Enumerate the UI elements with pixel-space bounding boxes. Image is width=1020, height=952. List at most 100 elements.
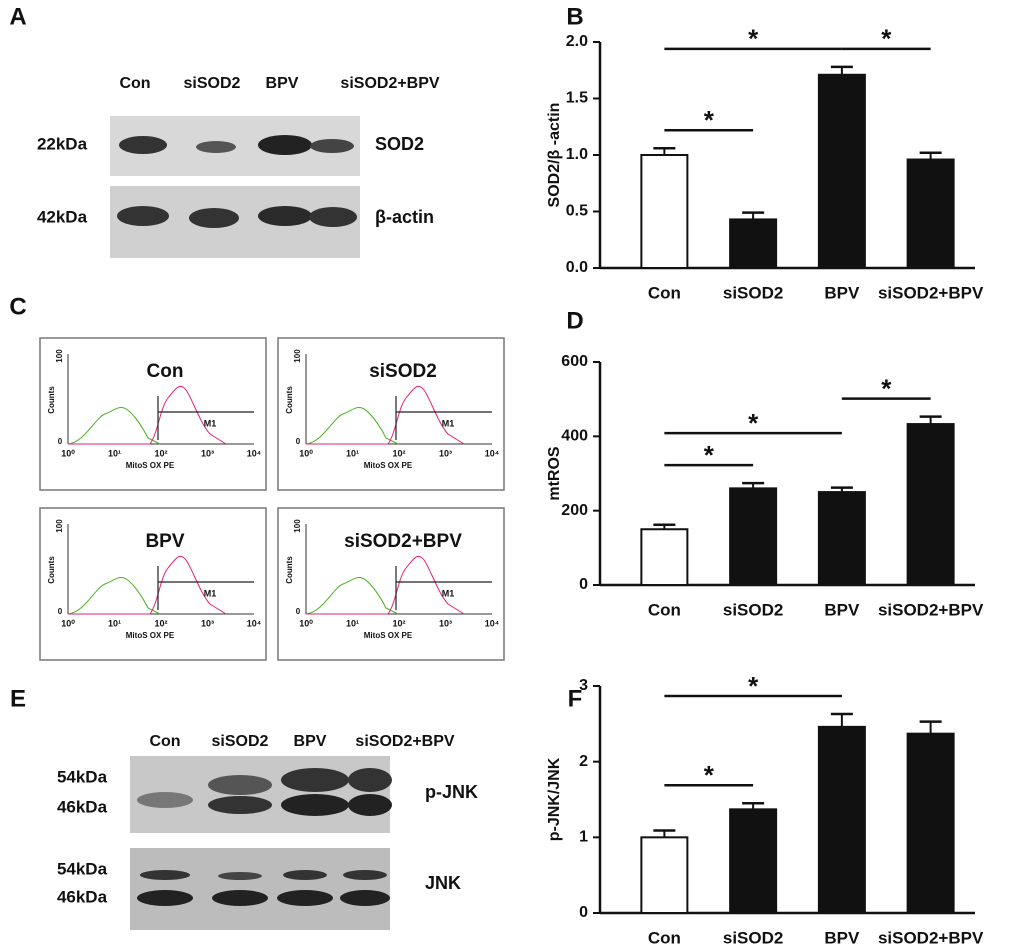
lane-label: BPV [266,75,299,92]
lane-label: siSOD2 [184,75,241,92]
x-tick-label: 10³ [439,448,452,458]
y-axis-label: Counts [285,386,294,414]
panel-title: Con [147,361,184,382]
x-tick-label: 10⁴ [247,618,261,628]
y-axis-label: Counts [47,386,56,414]
x-tick-label: 10⁰ [299,448,313,458]
x-tick-label: siSOD2 [723,283,783,302]
x-tick-label: 10² [154,448,167,458]
gate [157,566,254,610]
lane-label: Con [119,75,150,92]
marker-label: 46kDa [57,797,108,816]
marker-label: 42kDa [37,207,88,226]
bar [640,528,689,586]
significance-label: * [704,105,715,135]
protein-label: SOD2 [375,134,424,154]
bar [640,836,689,914]
x-tick-label: 10¹ [346,448,359,458]
y-bottom-label: 0 [58,607,63,616]
y-tick-label: 600 [561,353,588,370]
histogram-control [67,407,161,445]
flow-panel: M1 100 0 Counts 10⁰ 10¹ 10² 10³ 10⁴ MitoS OX PE BP… [39,507,267,661]
marker-label: 54kDa [57,767,108,786]
panel-title: siSOD2+BPV [344,531,462,552]
x-tick-label: 10² [154,618,167,628]
y-tick-label: 2.0 [566,33,588,50]
y-axis-label: mtROS [546,446,563,501]
protein-label: p-JNK [425,782,478,802]
panel-letter: B [566,3,583,30]
bar [729,808,778,914]
panel-letter: A [9,3,26,30]
y-bottom-label: 0 [296,437,301,446]
lane-label: BPV [294,733,327,750]
x-tick-label: siSOD2+BPV [878,928,984,947]
x-tick-label: 10² [392,448,405,458]
panel-frame [277,507,505,661]
gate [395,396,492,440]
gate-label: M1 [442,418,455,428]
y-tick-label: 0 [579,904,588,921]
significance-label: * [704,760,715,790]
x-tick-label: Con [648,600,681,619]
x-tick-label: 10⁰ [61,618,75,628]
bar [817,725,866,914]
y-axis-label: Counts [47,556,56,584]
gate [157,396,254,440]
flow-panel: M1 100 0 Counts 10⁰ 10¹ 10² 10³ 10⁴ MitoS OX PE si… [277,507,505,661]
panel-frame [39,507,267,661]
x-tick-label: siSOD2 [723,928,783,947]
lane-label: siSOD2+BPV [340,75,439,92]
significance-label: * [881,374,892,404]
panel-letter: F [568,685,583,712]
protein-label: β-actin [375,207,434,227]
bar [729,218,778,270]
significance-label: * [881,24,892,54]
y-top-label: 100 [55,519,64,533]
bar [817,73,866,269]
lane-label: siSOD2 [212,733,269,750]
blot-bands [137,768,392,906]
x-tick-label: 10¹ [108,448,121,458]
x-tick-label: 10³ [201,448,214,458]
y-tick-label: 3 [579,677,588,694]
x-tick-label: 10³ [439,618,452,628]
panel-frame [39,337,267,491]
significance-label: * [748,408,759,438]
y-tick-label: 200 [561,502,588,519]
significance-label: * [748,671,759,701]
x-tick-label: 10³ [201,618,214,628]
blot-strip [130,848,390,930]
marker-label: 46kDa [57,887,108,906]
panel-letter: C [9,293,26,320]
panel-letter: E [10,685,26,712]
significance-label: * [704,440,715,470]
bar [906,732,955,914]
blot-bands [117,135,357,228]
histogram-control [305,577,399,615]
flow-panel: M1 100 0 Counts 10⁰ 10¹ 10² 10³ 10⁴ MitoS OX PE si… [277,337,505,491]
bar [906,158,955,270]
x-axis-label: MitoS OX PE [126,461,175,470]
x-tick-label: BPV [824,600,860,619]
gate-label: M1 [204,588,217,598]
protein-label: JNK [425,873,461,893]
y-top-label: 100 [293,349,302,363]
marker-label: 22kDa [37,134,88,153]
x-tick-label: siSOD2+BPV [878,283,984,302]
bar [906,423,955,586]
panel-frame [277,337,505,491]
x-tick-label: siSOD2+BPV [878,600,984,619]
x-tick-label: 10¹ [108,618,121,628]
x-axis-label: MitoS OX PE [364,631,413,640]
y-tick-label: 1.0 [566,146,588,163]
significance-label: * [748,24,759,54]
y-tick-label: 1.5 [566,90,588,107]
x-tick-label: Con [648,283,681,302]
x-tick-label: BPV [824,283,860,302]
y-tick-label: 0 [579,576,588,593]
y-top-label: 100 [293,519,302,533]
panel-title: siSOD2 [369,361,437,382]
x-tick-label: 10¹ [346,618,359,628]
x-tick-label: BPV [824,928,860,947]
